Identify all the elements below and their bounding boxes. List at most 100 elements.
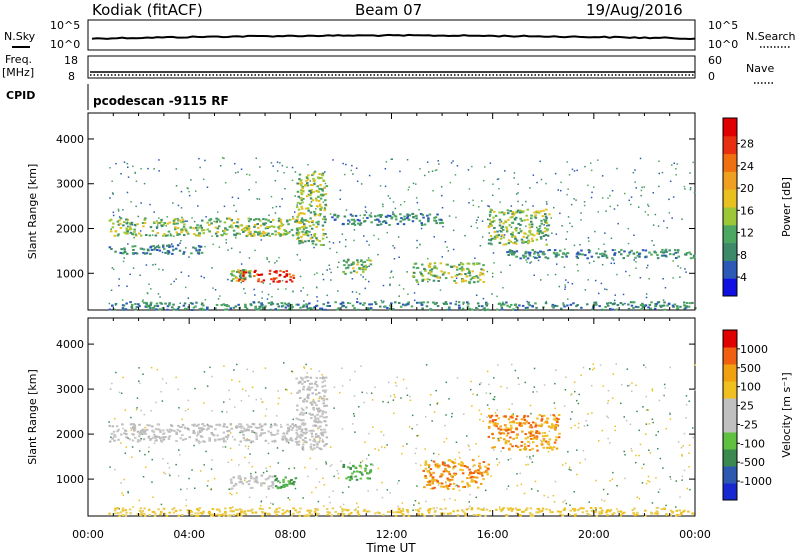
echo-cell [299, 397, 302, 399]
echo-cell [512, 420, 515, 423]
echo-cell [692, 254, 696, 257]
echo-cell [561, 256, 564, 258]
echo-cell [154, 234, 158, 237]
echo-point [396, 482, 399, 485]
echo-point [561, 464, 564, 466]
echo-cell [275, 513, 278, 516]
echo-cell [177, 424, 180, 427]
echo-point [493, 262, 495, 264]
echo-cell [322, 234, 325, 237]
echo-cell [211, 508, 215, 510]
echo-point [546, 224, 548, 227]
echo-point [153, 211, 155, 213]
echo-cell [660, 251, 663, 253]
echo-point [213, 220, 215, 223]
echo-cell [210, 425, 213, 428]
echo-cell [461, 307, 465, 310]
echo-cell [296, 391, 300, 394]
echo-cell [444, 301, 448, 304]
echo-cell [166, 308, 169, 311]
echo-cell [599, 253, 602, 256]
echo-point [526, 455, 528, 458]
echo-cell [601, 252, 604, 255]
echo-cell [507, 432, 510, 435]
echo-point [134, 171, 136, 174]
echo-point [158, 217, 160, 219]
echo-cell [473, 276, 476, 279]
echo-cell [676, 251, 680, 254]
echo-cell [598, 305, 601, 308]
echo-cell [644, 514, 647, 517]
echo-cell [680, 512, 683, 515]
echo-cell [310, 188, 313, 191]
echo-cell [298, 413, 302, 416]
echo-point [576, 263, 578, 266]
echo-cell [240, 480, 243, 483]
echo-point [459, 457, 461, 459]
echo-cell [453, 461, 457, 464]
echo-point [417, 502, 420, 504]
echo-cell [548, 438, 552, 441]
echo-point [668, 212, 671, 214]
echo-cell [301, 241, 304, 244]
echo-cell [196, 229, 199, 232]
echo-point [130, 429, 133, 431]
echo-cell [389, 510, 392, 513]
echo-point [277, 288, 279, 290]
echo-cell [277, 305, 280, 308]
echo-cell [366, 477, 369, 480]
echo-cell [341, 510, 344, 513]
echo-cell [304, 233, 307, 236]
echo-cell [300, 218, 304, 221]
echo-cell [222, 431, 226, 434]
echo-point [220, 165, 222, 167]
echo-point [531, 461, 534, 463]
echo-cell [149, 226, 153, 229]
echo-point [284, 188, 286, 190]
echo-cell [325, 436, 329, 439]
echo-cell [302, 233, 305, 236]
echo-point [648, 423, 651, 425]
echo-cell [484, 514, 487, 517]
echo-point [634, 169, 636, 171]
echo-cell [189, 302, 193, 304]
echo-cell [438, 464, 441, 467]
echo-point [319, 439, 321, 441]
echo-cell [551, 425, 554, 428]
echo-point [595, 509, 597, 511]
echo-point [181, 418, 183, 421]
echo-cell [526, 242, 530, 245]
echo-cell [302, 400, 305, 403]
echo-cell [277, 308, 280, 311]
echo-cell [326, 508, 329, 510]
echo-cell [322, 402, 325, 405]
echo-cell [437, 276, 441, 279]
echo-cell [242, 433, 245, 436]
echo-point [161, 378, 164, 380]
echo-cell [319, 208, 322, 210]
echo-cell [540, 419, 543, 422]
echo-cell [260, 428, 264, 431]
echo-cell [355, 271, 359, 274]
echo-cell [421, 279, 424, 282]
echo-cell [501, 508, 504, 511]
echo-point [657, 448, 659, 450]
echo-cell [230, 479, 233, 482]
echo-point [288, 498, 291, 501]
echo-point [594, 230, 596, 233]
echo-cell [231, 270, 234, 273]
echo-point [663, 383, 666, 386]
echo-point [221, 157, 224, 159]
echo-cell [290, 514, 293, 517]
echo-cell [559, 249, 562, 252]
echo-cell [506, 212, 510, 215]
echo-point [669, 366, 671, 369]
echo-point [634, 181, 636, 183]
echo-cell [194, 305, 197, 308]
echo-point [527, 463, 529, 466]
echo-cell [416, 301, 419, 304]
echo-cell [505, 439, 508, 442]
echo-cell [469, 278, 473, 281]
echo-cell [532, 434, 535, 437]
echo-point [321, 374, 323, 376]
